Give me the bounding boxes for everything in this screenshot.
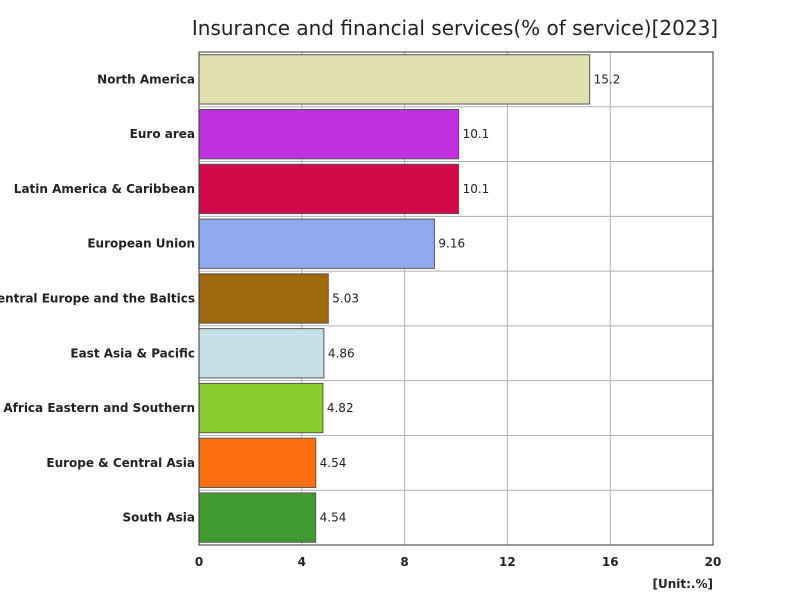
data-label: 4.82 (327, 401, 354, 415)
data-label: 4.86 (328, 346, 355, 360)
data-label: 10.1 (463, 127, 490, 141)
category-label: Central Europe and the Baltics (0, 292, 195, 306)
x-tick-label: 16 (602, 555, 619, 569)
bar (198, 54, 591, 105)
bar (198, 273, 329, 324)
data-label: 9.16 (438, 237, 465, 251)
category-label: East Asia & Pacific (70, 346, 195, 360)
data-label: 10.1 (463, 182, 490, 196)
labels: 0 4 8 12 16 20 North America 15.2 Euro area 10.1 L… (0, 72, 721, 569)
bar (198, 218, 435, 269)
data-label: 4.54 (320, 456, 347, 470)
bar (198, 328, 325, 379)
bar (198, 109, 460, 160)
category-label: South Asia (122, 511, 195, 525)
unit-label: [Unit:.%] (653, 577, 714, 591)
category-label: European Union (87, 237, 195, 251)
bar (198, 382, 324, 434)
bar (198, 492, 317, 543)
x-tick-label: 4 (298, 555, 306, 569)
bar (198, 163, 460, 215)
category-label: Latin America & Caribbean (14, 182, 195, 196)
data-label: 15.2 (594, 72, 621, 86)
plot-area-frame (198, 51, 714, 546)
category-label: Europe & Central Asia (46, 456, 195, 470)
x-tick-label: 8 (400, 555, 408, 569)
category-label: North America (97, 72, 195, 86)
x-tick-label: 20 (705, 555, 722, 569)
chart-title: Insurance and financial services(% of se… (192, 16, 718, 40)
bar (198, 437, 317, 488)
category-label: Africa Eastern and Southern (3, 401, 195, 415)
data-label: 4.54 (320, 511, 347, 525)
category-label: Euro area (130, 127, 195, 141)
bars (198, 54, 591, 543)
x-tick-label: 12 (499, 555, 516, 569)
x-tick-label: 0 (195, 555, 203, 569)
data-label: 5.03 (332, 292, 359, 306)
